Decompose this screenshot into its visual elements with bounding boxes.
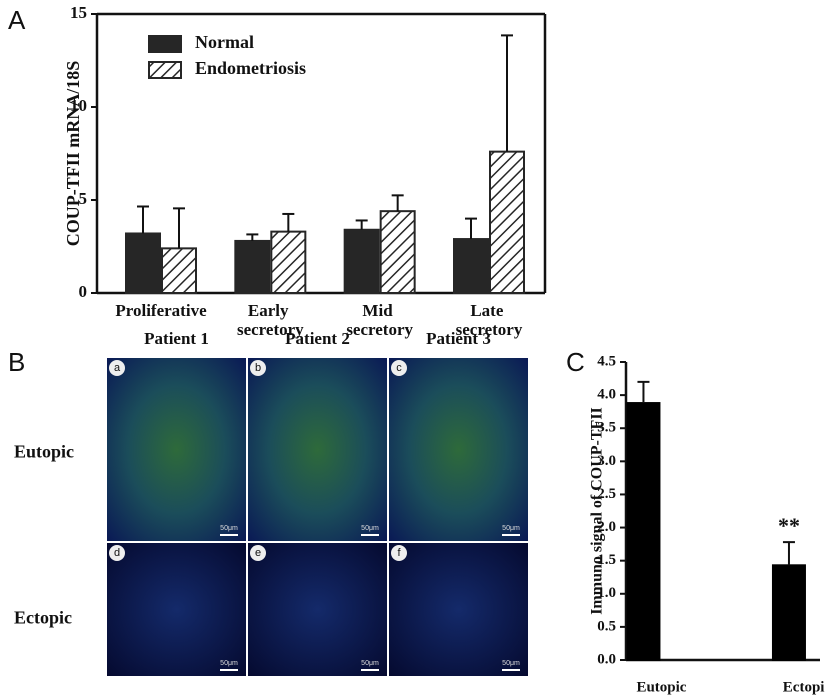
y-tick-label: 4.5 [597,353,616,369]
y-tick-label: 4.0 [597,387,616,403]
y-tick-label: 3.5 [597,420,616,436]
x-tick-label: Late secretory [456,301,523,339]
y-tick-label: 10 [70,96,87,115]
panel-badge-label: d [114,547,120,559]
scale-bar-label: 50μm [220,660,238,667]
x-tick-label: Early secretory [237,301,304,339]
panel-badge [109,360,125,376]
bar [125,232,161,294]
bar [771,564,806,662]
micrograph [107,358,246,541]
panel-badge-label: a [114,362,121,374]
scale-bar-label: 50μm [502,660,520,667]
panel-badge-label: c [396,362,402,374]
y-tick-label: 2.0 [597,519,616,535]
panel-badge [391,360,407,376]
bar [161,247,197,294]
x-tick-label: Ectopic [783,679,825,695]
y-tick-label: 0.5 [597,618,616,634]
bar [379,210,416,294]
panel-badge [109,545,125,561]
micrograph [389,358,528,541]
micrograph [248,543,387,676]
column-label: Patient 1 [144,329,209,348]
y-tick-label: 0.0 [597,651,616,667]
row-label: Eutopic [14,442,74,462]
panel-label: C [566,347,585,377]
panel-label: B [8,347,25,377]
panel-badge-label: b [255,362,261,374]
y-tick-label: 1.5 [597,552,616,568]
micrograph [107,543,246,676]
y-tick-label: 1.0 [597,585,616,601]
y-tick-label: 0 [79,282,88,301]
micrograph [389,543,528,676]
x-tick-label: Proliferative [115,301,207,320]
panel-badge [391,545,407,561]
row-label: Ectopic [14,608,72,628]
y-axis-label: COUP-TFII mRNA/18S [63,61,83,247]
bar [270,230,307,294]
scale-bar-label: 50μm [361,660,379,667]
bar [234,239,271,294]
scale-bar-label: 50μm [502,525,520,532]
legend-label: Endometriosis [195,58,306,78]
y-tick-label: 15 [70,3,87,22]
panel-badge-label: f [397,547,401,559]
x-tick-label: Eutopic [636,679,686,695]
x-tick-label: Mid secretory [346,301,413,339]
panel-badge-label: e [255,547,261,559]
scale-bar-label: 50μm [361,525,379,532]
y-tick-label: 2.5 [597,486,616,502]
bar [626,402,661,661]
annotation: ** [778,513,800,538]
panel-badge [250,360,266,376]
bar [489,150,525,294]
y-tick-label: 3.0 [597,453,616,469]
scale-bar-label: 50μm [220,525,238,532]
image-grid: Patient 1 Patient 2 Patient 3 Eutopic a 50μm b… [14,329,528,676]
bar [343,228,380,294]
y-tick-label: 5 [79,189,88,208]
column-label: Patient 2 [285,329,350,348]
y-axis-label: Immuno signal of COUP-TFII [589,407,606,615]
micrograph [248,358,387,541]
bar [453,238,489,294]
column-label: Patient 3 [426,329,491,348]
legend-label: Normal [195,32,254,52]
legend-swatch [148,61,182,79]
panel-badge [250,545,266,561]
panel-label: A [8,5,26,35]
legend-swatch [148,35,182,53]
